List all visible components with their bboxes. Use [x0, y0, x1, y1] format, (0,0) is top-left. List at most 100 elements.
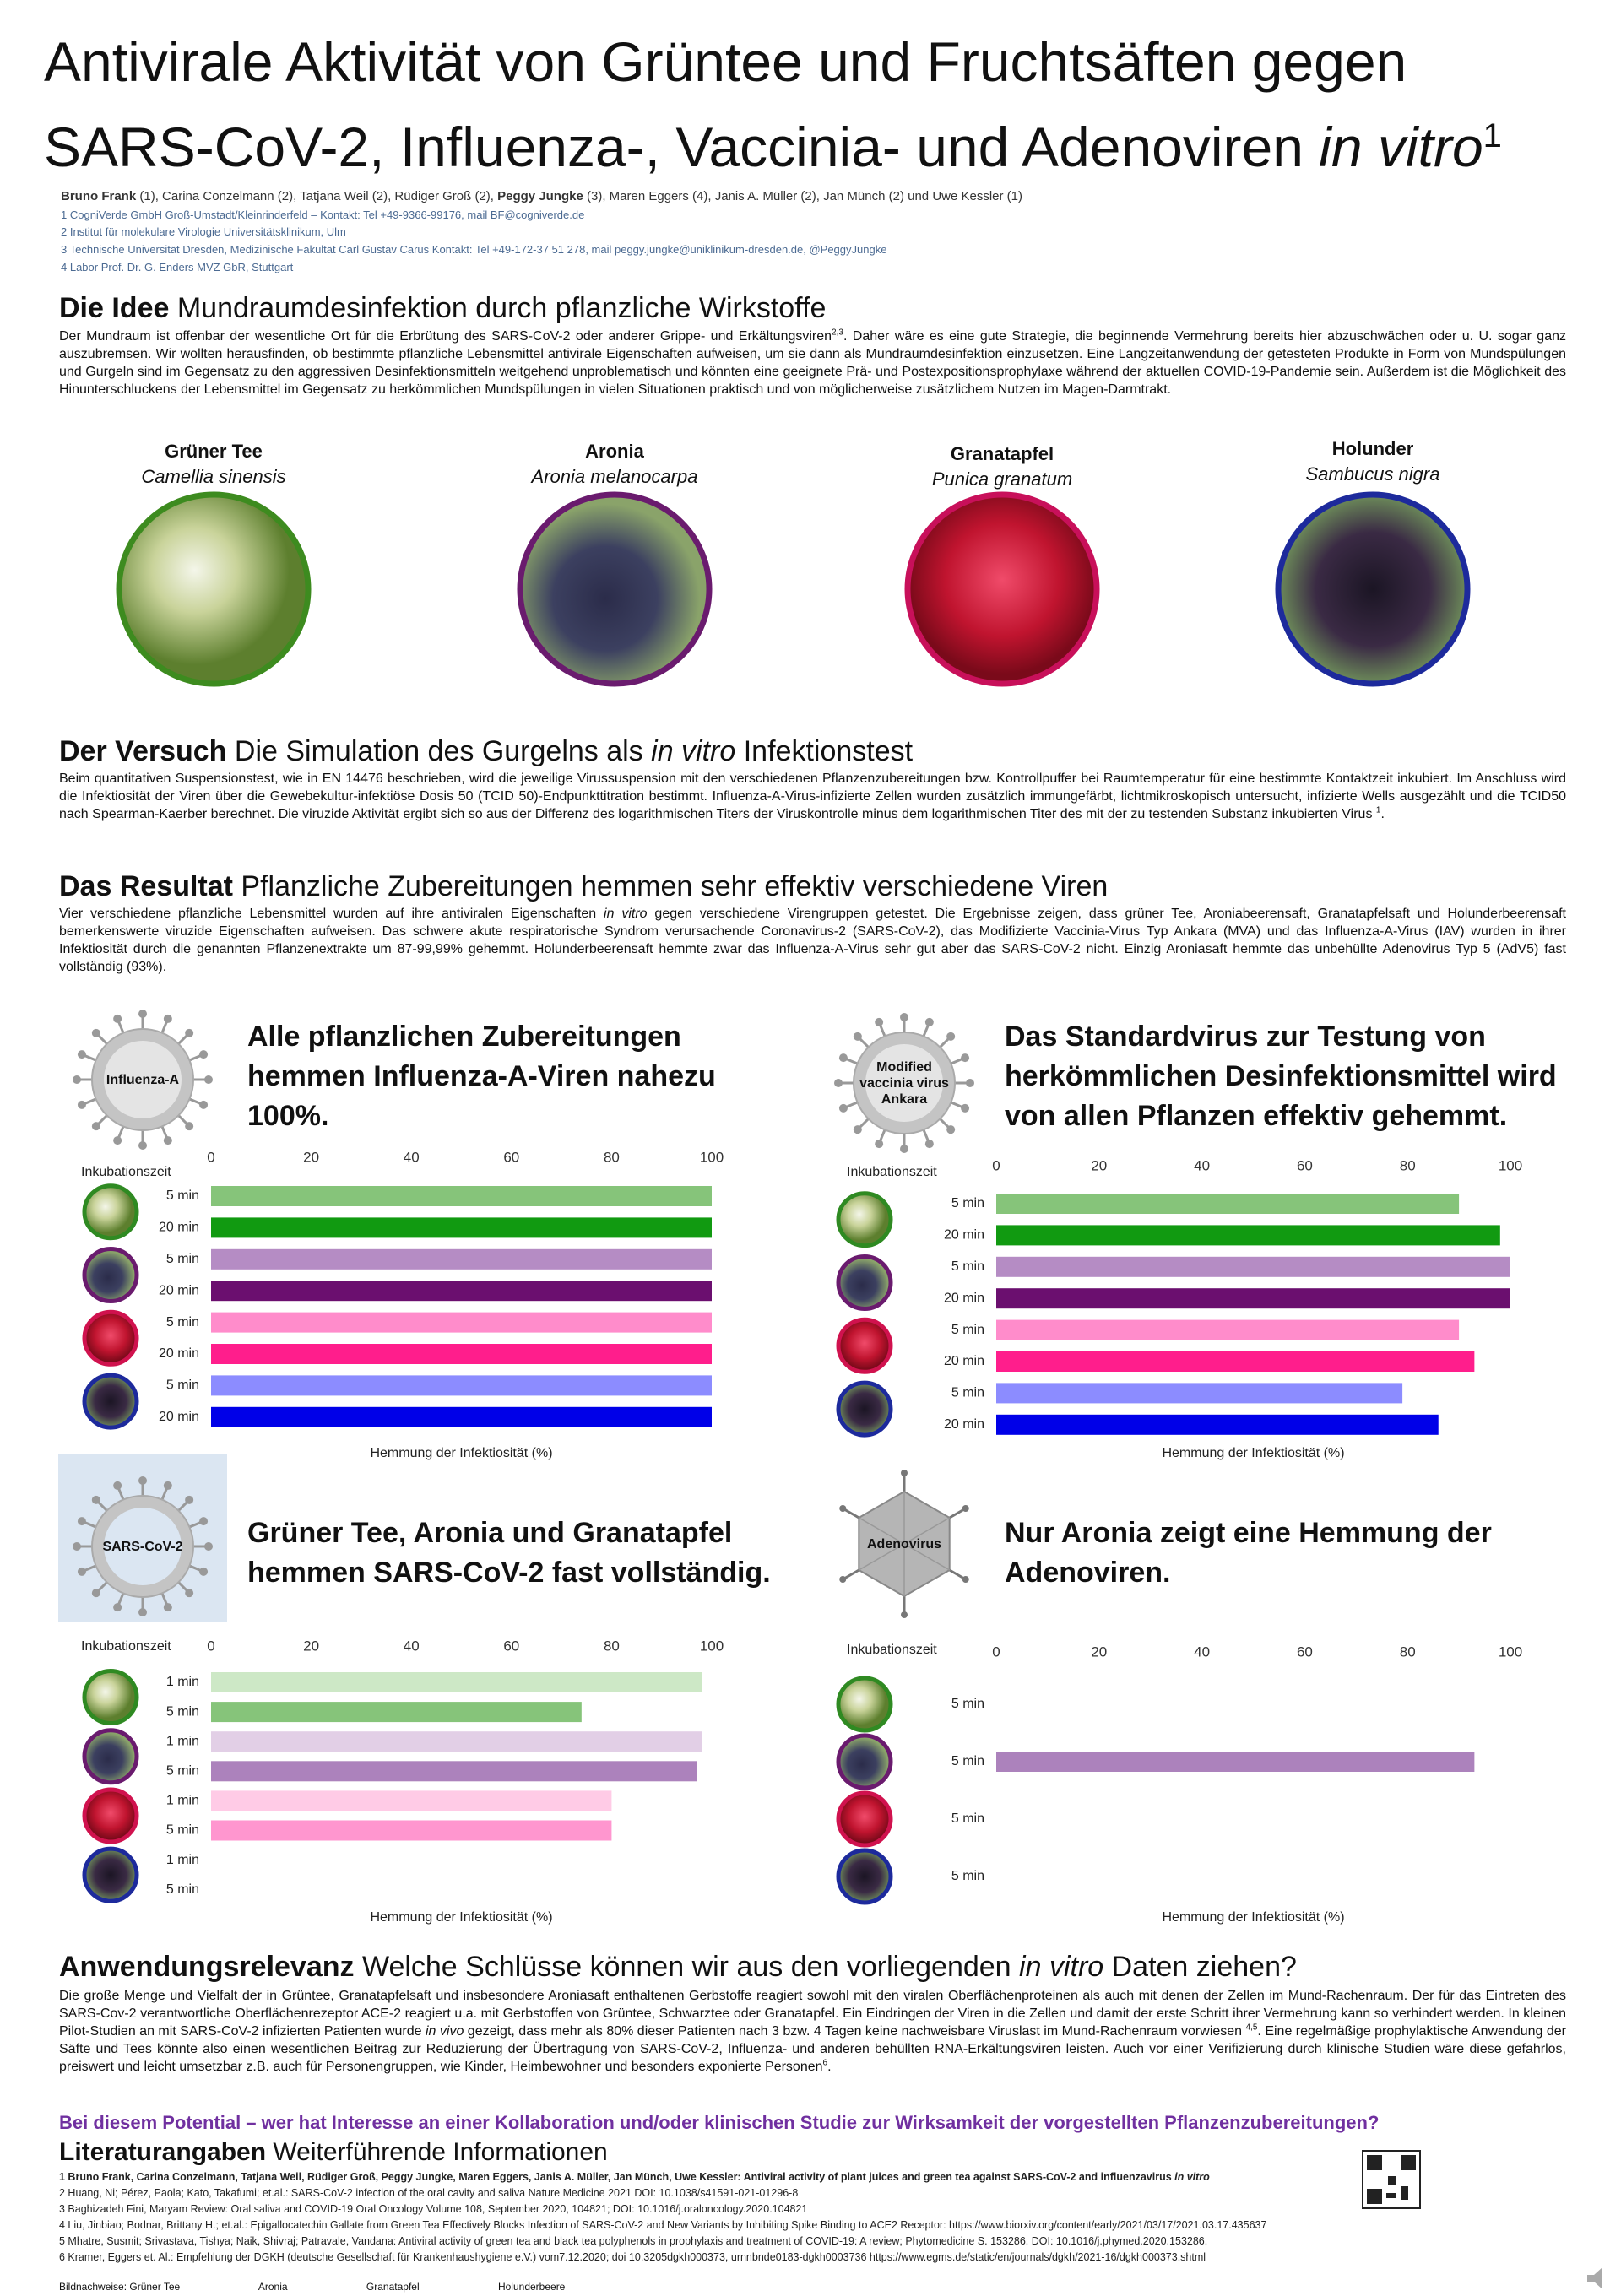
virus-knob — [163, 1014, 172, 1023]
plant-icon — [82, 1846, 139, 1903]
plant-icon — [836, 1191, 893, 1248]
chart-title: Nur Aronia zeigt eine Hemmung der Adenov… — [1005, 1517, 1492, 1589]
section-body: Beim quantitativen Suspensionstest, wie … — [59, 770, 1566, 823]
virus-spike — [844, 1057, 859, 1066]
bar — [996, 1288, 1510, 1309]
virus-spike — [187, 1053, 203, 1063]
x-axis-label: Hemmung der Infektiosität (%) — [1162, 1446, 1344, 1460]
virus-core — [104, 1041, 182, 1118]
x-tick-label: 100 — [1499, 1643, 1522, 1660]
category-label: 5 min — [166, 1315, 199, 1329]
virus-spike — [83, 1520, 98, 1530]
x-tick-label: 40 — [1194, 1643, 1210, 1660]
virus-knob — [853, 1125, 862, 1134]
section-body: Der Mundraum ist offenbar der wesentlich… — [59, 328, 1566, 398]
photo-aronia — [517, 491, 713, 687]
text-run: 1 Bruno Frank, Carina Conzelmann, Tatjan… — [59, 2171, 1175, 2183]
virus-knob — [91, 1495, 100, 1504]
bar — [211, 1281, 712, 1302]
virus-knob — [163, 1136, 172, 1145]
bar — [211, 1731, 702, 1752]
virus-knob — [77, 1517, 86, 1526]
category-label: 5 min — [166, 1704, 199, 1719]
text-run: (3), Maren Eggers (4), Janis A. Müller (… — [583, 189, 1023, 203]
category-label: 20 min — [159, 1221, 199, 1235]
virus-knob — [962, 1505, 969, 1512]
virus-core — [104, 1508, 182, 1585]
image-credits: Bildnachweise: Grüner Tee Aronia Granata… — [59, 2281, 641, 2293]
text-run: . Daher wäre es eine gute Strategie, die… — [59, 329, 1570, 397]
credit: Granatapfel — [366, 2281, 420, 2293]
affiliation: 2 Institut für molekulare Virologie Univ… — [61, 225, 346, 238]
virus-edge — [903, 1543, 951, 1571]
virus-label: SARS-CoV-2 — [102, 1539, 183, 1554]
category-label: 20 min — [159, 1283, 199, 1297]
bar — [211, 1820, 612, 1841]
section-heading: Die Idee Mundraumdesinfektion durch pfla… — [59, 291, 826, 325]
bar — [211, 1702, 582, 1723]
plant-icon — [82, 1787, 139, 1844]
category-label: 20 min — [159, 1346, 199, 1361]
credit: Bildnachweise: Grüner Tee — [59, 2281, 181, 2293]
x-tick-label: 100 — [1499, 1157, 1522, 1173]
reference: 4 Liu, Jinbiao; Bodnar, Brittany H.; et.… — [59, 2217, 1266, 2234]
virus-knob — [113, 1603, 122, 1612]
plant-icon — [82, 1309, 139, 1367]
category-axis-title: Inkubationszeit — [81, 1165, 171, 1179]
virus-knob — [91, 1122, 100, 1131]
virus-spike — [83, 1053, 98, 1063]
virus-edge — [858, 1543, 905, 1571]
bar — [996, 1194, 1460, 1214]
virus-spike — [83, 1097, 98, 1106]
virus-knob — [199, 1100, 209, 1109]
text-run: Die große Menge und Vielfalt der in Grün… — [59, 1989, 1570, 2039]
virus-knob — [900, 1145, 908, 1153]
x-tick-label: 60 — [1297, 1157, 1313, 1173]
text-run: Antivirale Aktivität von Grüntee und Fru… — [44, 30, 1407, 93]
virus-fiber — [843, 1508, 860, 1519]
x-tick-label: 80 — [604, 1638, 620, 1654]
plant-latin: Aronia melanocarpa — [531, 466, 698, 487]
virus-edge — [858, 1517, 905, 1545]
x-tick-label: 100 — [700, 1638, 724, 1654]
category-label: 5 min — [951, 1196, 984, 1210]
virus-knob — [961, 1053, 970, 1063]
bar — [211, 1248, 712, 1270]
virus-spike — [187, 1520, 203, 1530]
text-run: 6 — [822, 2058, 828, 2068]
x-tick-label: 60 — [503, 1149, 519, 1165]
text-run: 4 Liu, Jinbiao; Bodnar, Brittany H.; et.… — [59, 2219, 1267, 2231]
virus-knob — [924, 1017, 934, 1026]
virus-label: Modified vaccinia virus Ankara — [859, 1059, 949, 1107]
photo-pomegranate — [904, 491, 1100, 687]
x-tick-label: 100 — [700, 1149, 724, 1165]
virus-knob — [185, 1495, 194, 1504]
text-run: Die Simulation des Gurgelns als — [226, 735, 652, 767]
category-label: 20 min — [159, 1410, 199, 1424]
x-tick-label: 60 — [1297, 1643, 1313, 1660]
bar — [211, 1761, 697, 1782]
text-run: 2,3 — [832, 328, 843, 338]
virus-spike — [858, 1116, 871, 1129]
virus-knob — [77, 1100, 86, 1109]
virus-knob — [113, 1014, 122, 1023]
plant-name: Holunder — [1331, 438, 1414, 459]
x-tick-label: 80 — [604, 1149, 620, 1165]
virus-knob — [962, 1576, 969, 1583]
photo-elderberry — [1275, 491, 1471, 687]
virus-knob — [91, 1589, 100, 1598]
virus-knob — [138, 1476, 147, 1485]
text-run: Beim quantitativen Suspensionstest, wie … — [59, 772, 1570, 821]
bar — [211, 1790, 612, 1811]
virus-knob — [113, 1136, 122, 1145]
virus-knob — [875, 1017, 884, 1026]
category-label: 20 min — [944, 1354, 984, 1368]
x-tick-label: 20 — [1091, 1643, 1107, 1660]
x-tick-label: 0 — [992, 1157, 1000, 1173]
category-label: 5 min — [166, 1764, 199, 1779]
plant-icon — [836, 1676, 893, 1733]
virus-knob — [73, 1542, 81, 1551]
section-body: Die große Menge und Vielfalt der in Grün… — [59, 1987, 1566, 2076]
text-run: in vivo — [426, 2024, 464, 2039]
virus-spike — [844, 1100, 859, 1109]
